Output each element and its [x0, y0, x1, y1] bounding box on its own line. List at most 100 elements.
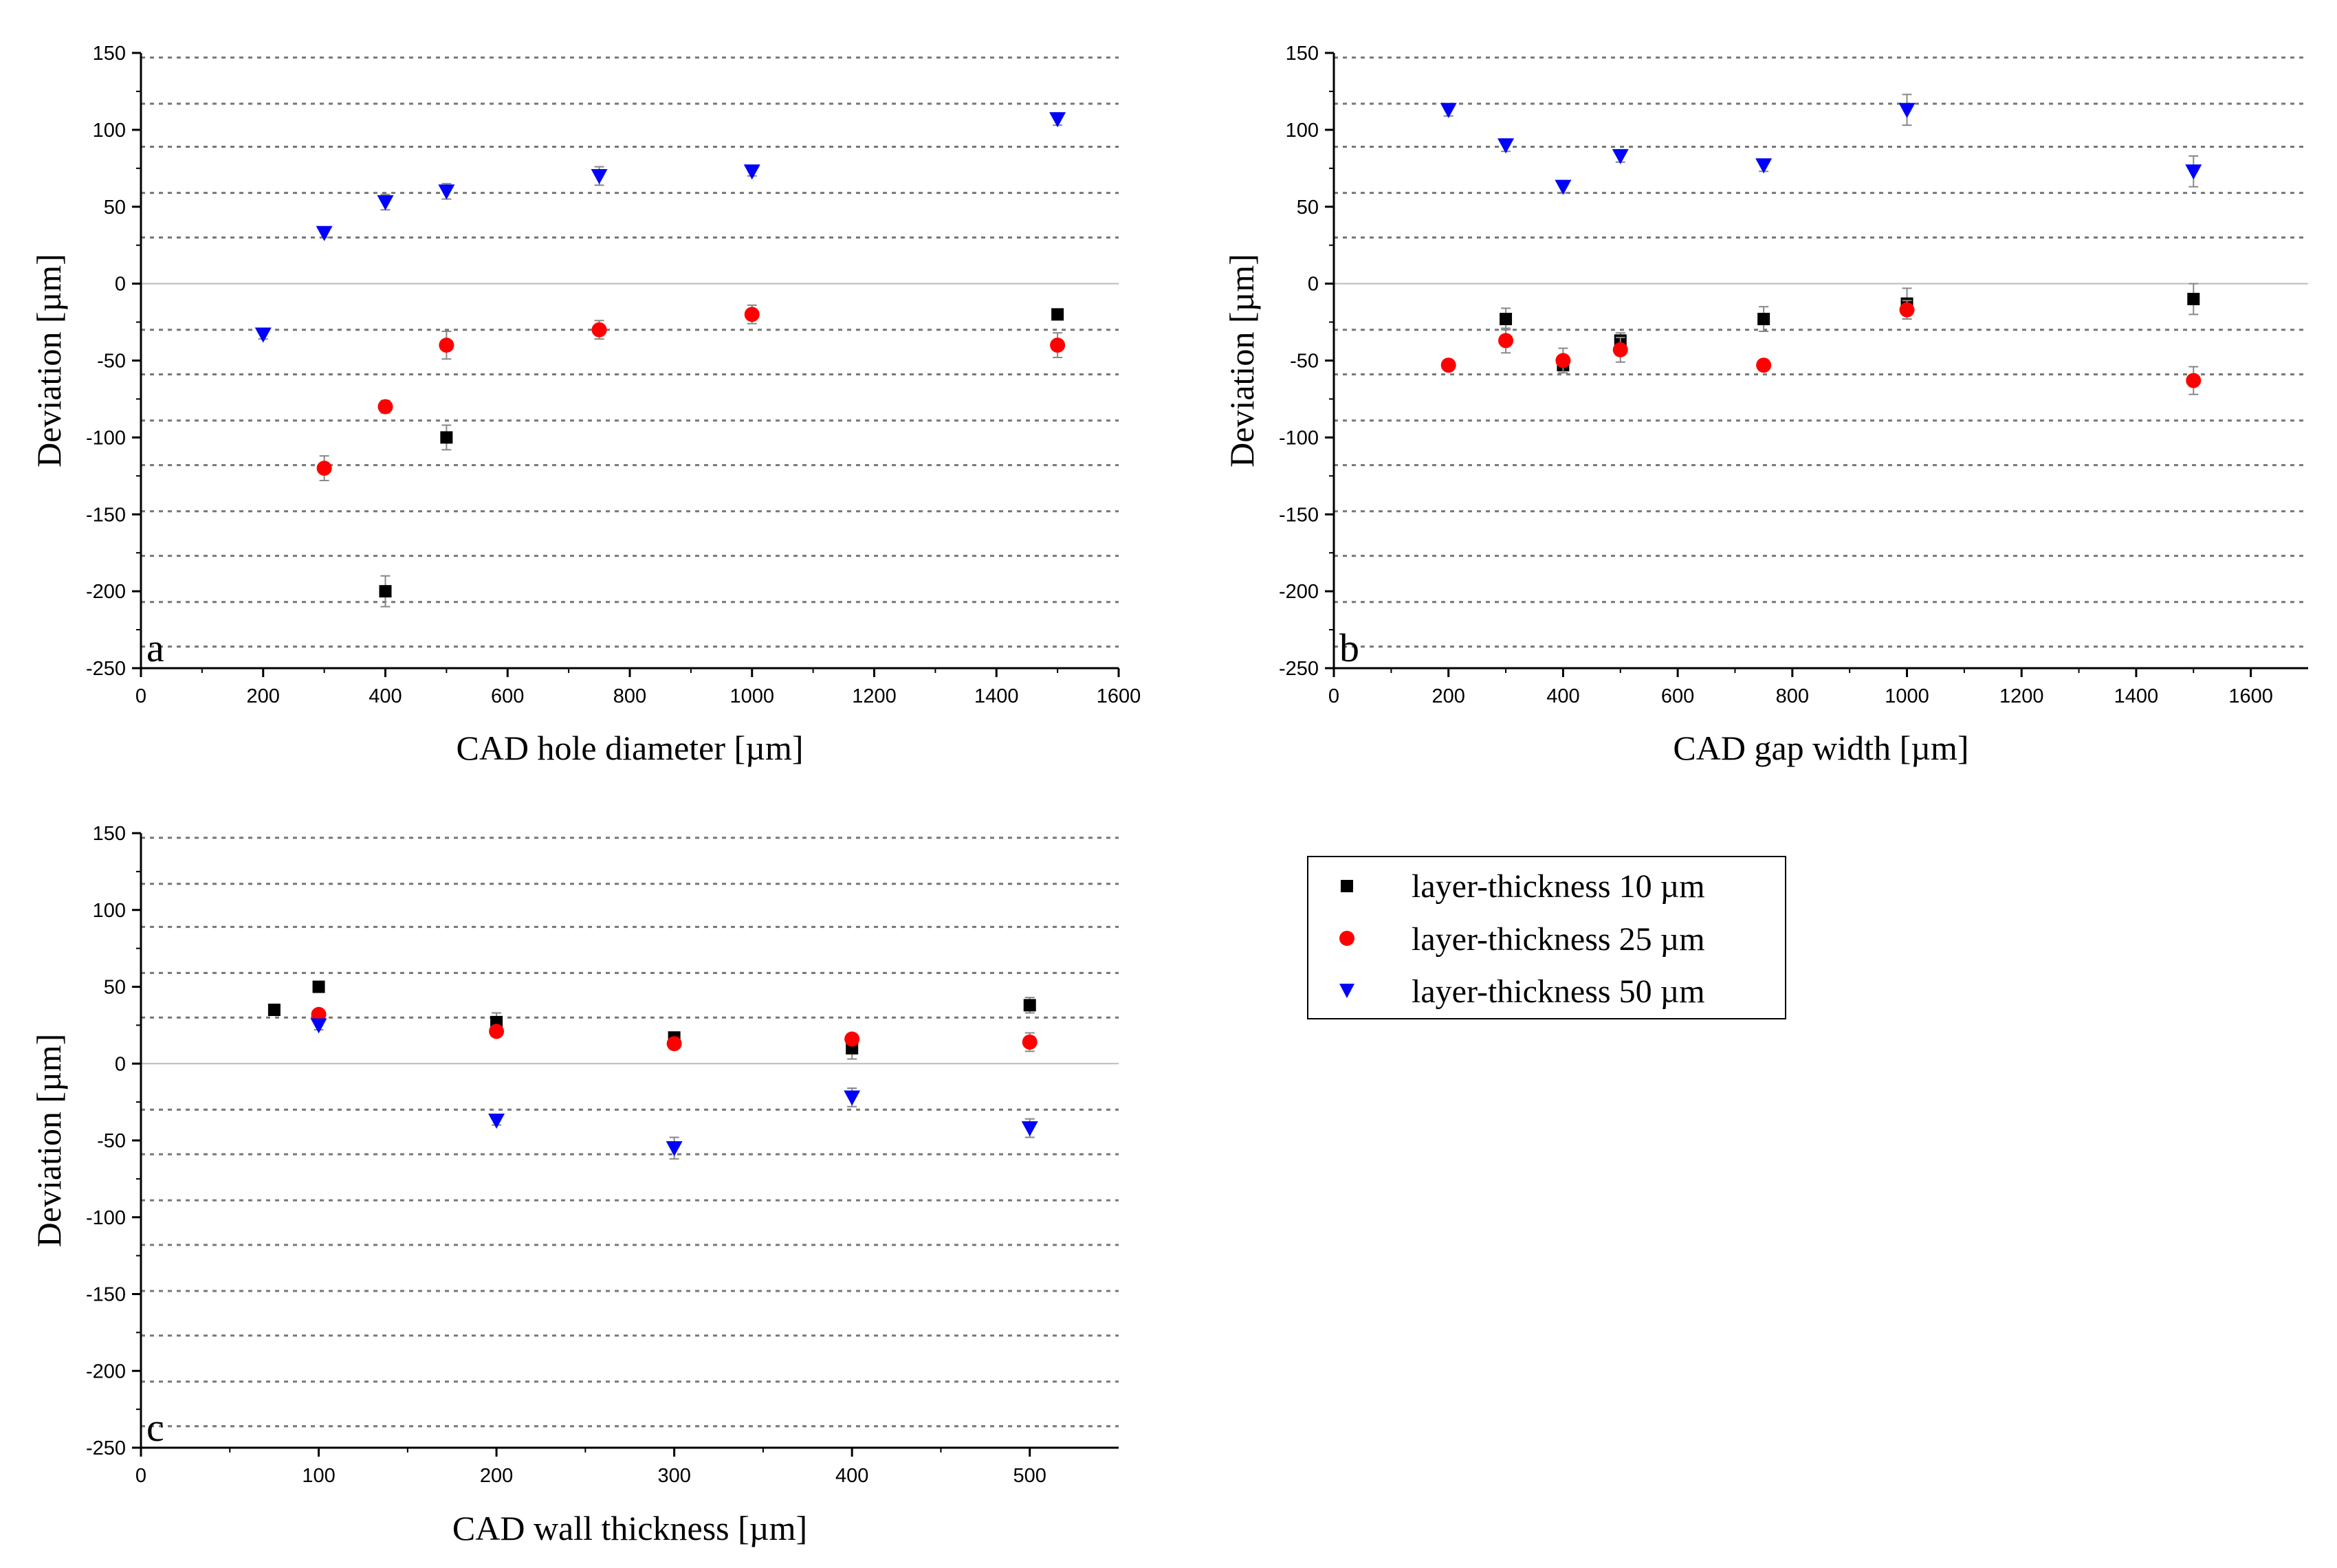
- data-point-circle: [316, 461, 332, 476]
- data-point-square: [2187, 293, 2200, 305]
- y-tick-label: -250: [86, 658, 126, 680]
- legend-item-25um: layer-thickness 25 µm: [1339, 921, 1705, 958]
- y-tick-label: -150: [86, 504, 126, 526]
- y-tick-label: -50: [97, 351, 126, 373]
- panel-letter: c: [146, 1405, 164, 1450]
- x-tick-label: 400: [835, 1465, 868, 1487]
- data-point-square: [1500, 313, 1513, 326]
- chart-panel-c: -250 -200 -150 -100 -50 0 50 100 150 0 100 200 300 40…: [30, 823, 1119, 1547]
- x-tick-label: 800: [613, 685, 646, 707]
- data-point-square: [1051, 308, 1064, 321]
- x-tick-label: 1200: [1999, 685, 2044, 707]
- data-point-circle: [1022, 1034, 1038, 1050]
- data-point-circle: [439, 338, 454, 353]
- y-tick-label: 50: [104, 977, 126, 999]
- legend-label-50um: layer-thickness 50 µm: [1412, 973, 1705, 1010]
- series-2: [1440, 300, 2202, 395]
- y-tick-label: 50: [1297, 197, 1319, 219]
- data-point-circle: [311, 1006, 327, 1022]
- x-tick-label: 1400: [2114, 685, 2159, 707]
- data-point-triangle: [2185, 164, 2202, 180]
- x-tick-label: 200: [1432, 685, 1465, 707]
- data-point-triangle: [377, 195, 394, 211]
- series-1: [267, 980, 1036, 1060]
- x-tick-label: 400: [1546, 685, 1579, 707]
- y-axis-title: Deviation [µm]: [1222, 254, 1261, 467]
- data-point-circle: [744, 307, 760, 322]
- y-tick-label: 100: [1286, 120, 1319, 142]
- data-point-circle: [489, 1024, 505, 1039]
- x-tick-label: 1400: [974, 685, 1019, 707]
- legend-item-50um: layer-thickness 50 µm: [1339, 973, 1705, 1010]
- data-point-triangle: [1049, 112, 1066, 128]
- y-tick-label: -50: [1290, 351, 1319, 373]
- x-axis-title: CAD gap width [µm]: [1673, 729, 1968, 767]
- data-point-triangle: [1755, 158, 1773, 174]
- x-tick-label: 300: [657, 1465, 690, 1487]
- legend-item-10um: layer-thickness 10 µm: [1341, 868, 1705, 905]
- y-tick-label: -200: [86, 581, 126, 603]
- data-point-triangle: [1497, 138, 1515, 154]
- panel-letter: b: [1339, 626, 1359, 670]
- data-point-circle: [2186, 373, 2202, 388]
- data-point-circle: [591, 322, 607, 338]
- x-tick-label: 0: [135, 1465, 146, 1487]
- y-tick-label: -100: [1279, 427, 1319, 449]
- y-axis-title: Deviation [µm]: [30, 254, 68, 467]
- chart-panel-b: -250 -200 -150 -100 -50 0 50 100 150 0 200 400 600 80…: [1222, 43, 2308, 767]
- x-tick-label: 1000: [729, 685, 774, 707]
- x-tick-label: 200: [480, 1465, 513, 1487]
- chart-panel-a: -250 -200 -150 -100 -50 0 50 100 150 0 200 400 600 80…: [30, 43, 1141, 767]
- data-point-triangle: [310, 1018, 327, 1034]
- legend-square-marker: [1341, 880, 1353, 892]
- data-point-triangle: [488, 1113, 505, 1129]
- legend-frame: [1307, 856, 1786, 1019]
- series-1: [1500, 283, 2200, 374]
- legend-label-10um: layer-thickness 10 µm: [1412, 868, 1705, 905]
- x-tick-label: 1000: [1885, 685, 1929, 707]
- y-tick-label: 150: [93, 823, 126, 845]
- x-tick-label: 1200: [852, 685, 897, 707]
- data-point-square: [312, 980, 325, 993]
- x-tick-label: 800: [1776, 685, 1809, 707]
- y-tick-label: -200: [86, 1360, 126, 1382]
- series-3: [310, 1018, 1038, 1160]
- y-axis-title: Deviation [µm]: [30, 1034, 68, 1248]
- x-tick-label: 600: [1661, 685, 1694, 707]
- data-point-square: [379, 585, 392, 598]
- y-tick-label: 150: [93, 43, 126, 65]
- data-point-circle: [1440, 357, 1456, 373]
- y-tick-label: 100: [93, 900, 126, 922]
- series-2: [316, 304, 1066, 482]
- x-tick-label: 1600: [1097, 685, 1141, 707]
- legend-label-25um: layer-thickness 25 µm: [1412, 921, 1705, 958]
- x-tick-label: 500: [1013, 1465, 1046, 1487]
- data-point-circle: [1756, 357, 1772, 373]
- data-point-circle: [1555, 353, 1571, 368]
- data-point-square: [1757, 313, 1770, 326]
- y-tick-label: -100: [86, 427, 126, 449]
- y-tick-label: 50: [104, 197, 126, 219]
- data-point-triangle: [666, 1141, 683, 1157]
- x-axis-title: CAD hole diameter [µm]: [456, 729, 803, 767]
- y-tick-label: -50: [97, 1130, 126, 1152]
- y-tick-label: 0: [115, 1053, 126, 1075]
- x-tick-label: 600: [491, 685, 524, 707]
- panel-letter: a: [146, 626, 164, 670]
- y-tick-label: 100: [93, 120, 126, 142]
- x-tick-label: 0: [135, 685, 146, 707]
- data-point-triangle: [254, 327, 272, 343]
- legend: layer-thickness 10 µm layer-thickness 25…: [1307, 856, 1786, 1019]
- data-point-triangle: [844, 1090, 861, 1106]
- y-tick-label: -250: [1279, 658, 1319, 680]
- y-tick-label: -150: [86, 1284, 126, 1306]
- data-point-circle: [1498, 333, 1514, 349]
- data-point-circle: [1612, 342, 1628, 357]
- data-point-square: [267, 1004, 281, 1017]
- legend-circle-marker: [1339, 931, 1354, 946]
- data-point-triangle: [1612, 148, 1629, 164]
- y-tick-label: 0: [115, 274, 126, 296]
- data-point-circle: [377, 399, 393, 415]
- x-axis-title: CAD wall thickness [µm]: [452, 1509, 807, 1547]
